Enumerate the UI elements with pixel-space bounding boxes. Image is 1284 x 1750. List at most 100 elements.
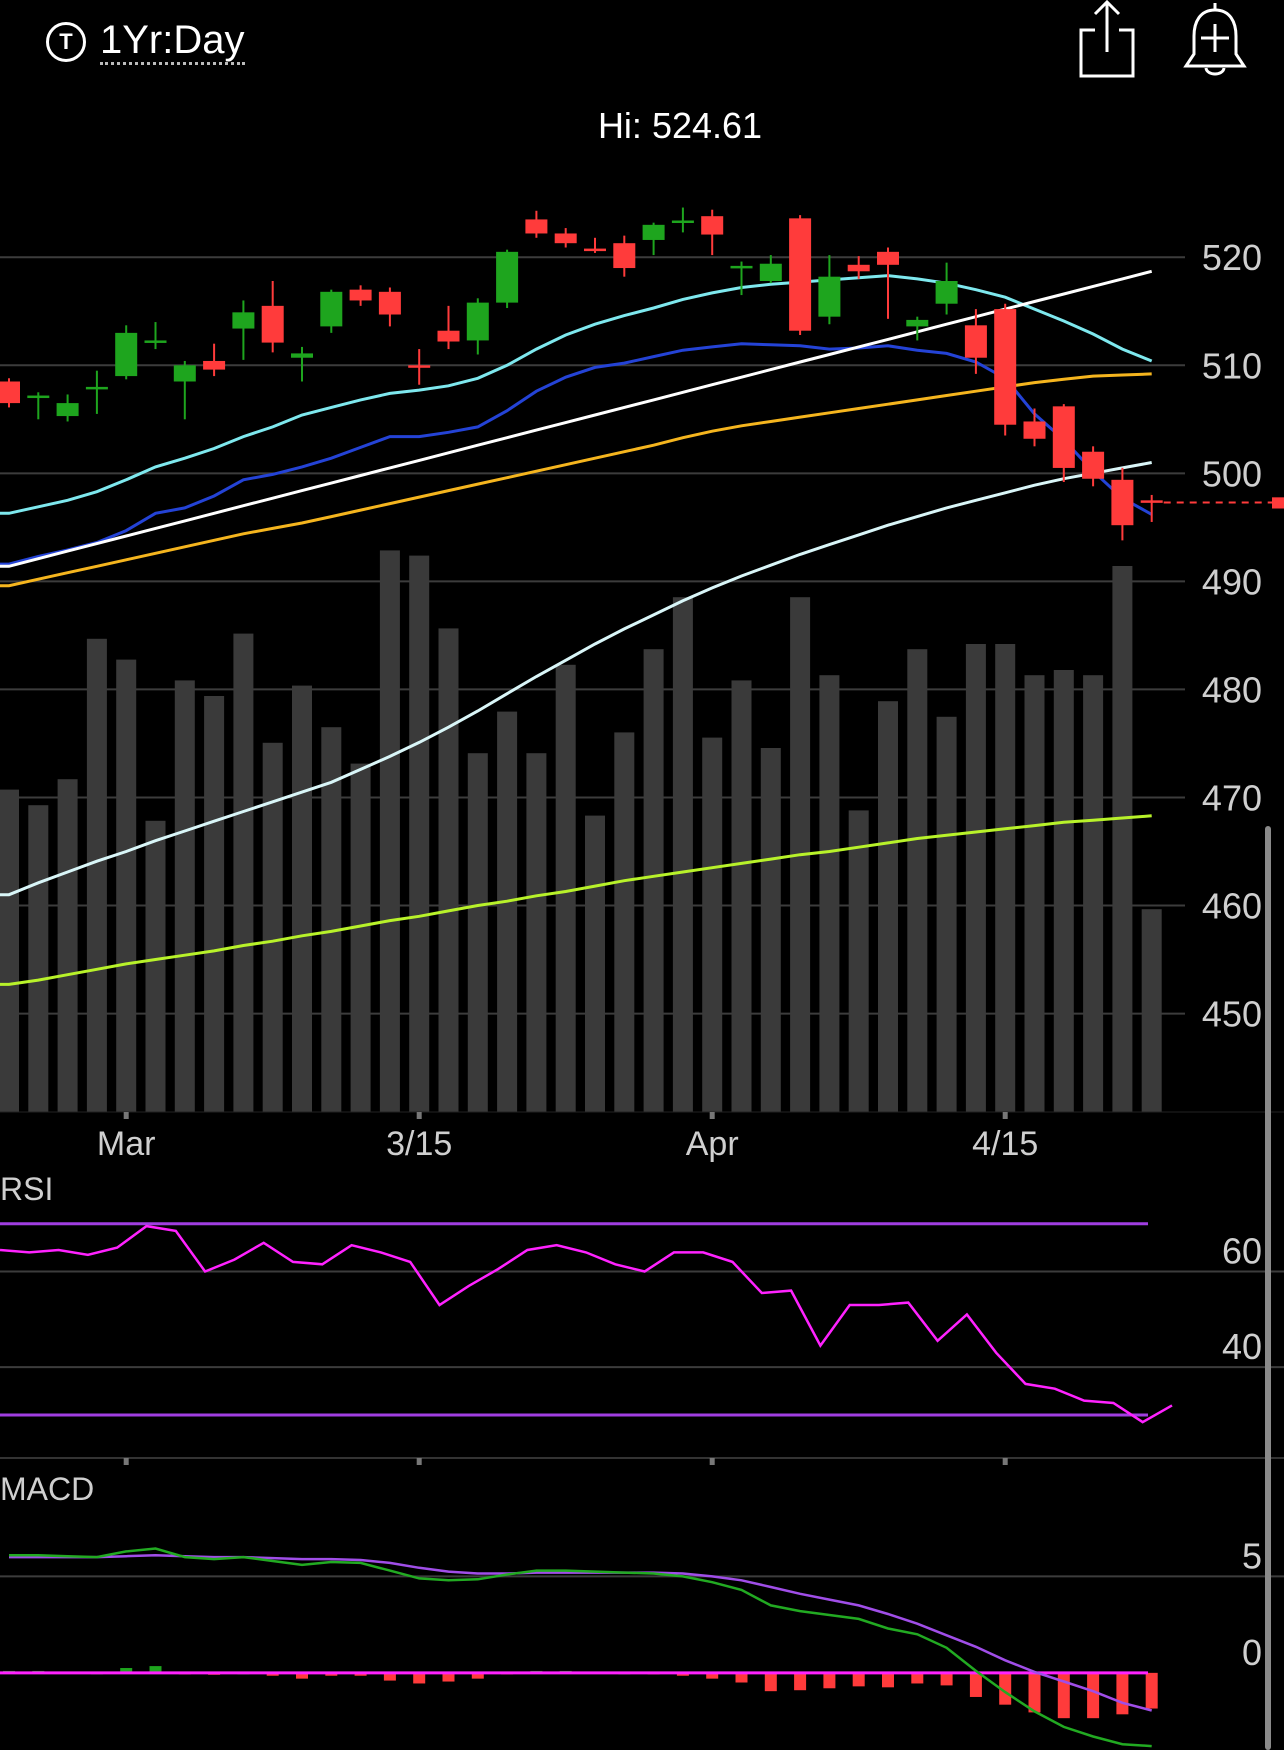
price-tick-label: 470	[1202, 777, 1262, 818]
volume-bar	[1141, 909, 1162, 1112]
candle-body	[408, 365, 431, 368]
candle-body	[906, 319, 929, 327]
candle-body	[232, 312, 255, 329]
macd-histogram-bar	[383, 1672, 396, 1681]
macd-histogram-bar	[1028, 1672, 1041, 1713]
volume-bar	[585, 815, 605, 1112]
volume-bar	[0, 789, 19, 1112]
volume-bar	[174, 680, 195, 1112]
candle-body	[1052, 406, 1075, 468]
candle-body	[1082, 451, 1105, 479]
date-label: 3/15	[386, 1125, 452, 1163]
volume-bar	[438, 628, 459, 1112]
price-tick-label: 480	[1202, 669, 1262, 710]
candle-body	[1111, 479, 1134, 526]
volume-bar	[907, 649, 928, 1112]
candle-body	[261, 305, 284, 343]
volume-bars	[0, 550, 1162, 1112]
candle-body	[554, 233, 577, 244]
macd-tick-label: 0	[1242, 1632, 1262, 1673]
ma-line-cyan	[0, 274, 1153, 515]
price-label-bg	[1185, 557, 1284, 606]
macd-histogram-bar	[296, 1672, 308, 1679]
candle	[877, 247, 899, 319]
volume-bar	[643, 649, 664, 1112]
volume-bar	[233, 633, 254, 1112]
candle	[789, 215, 812, 336]
candle	[525, 210, 548, 238]
volume-bar	[28, 805, 49, 1112]
macd-histogram-bar	[852, 1672, 865, 1687]
price-label-bg	[1185, 773, 1284, 822]
macd-tick-label: 5	[1242, 1535, 1262, 1576]
volume-bar	[292, 685, 312, 1112]
candle	[818, 255, 841, 325]
volume-bar	[497, 711, 518, 1112]
candle	[759, 255, 782, 284]
volume-bar	[878, 701, 898, 1112]
candle	[320, 289, 343, 333]
candle	[203, 343, 226, 377]
volume-bar	[57, 779, 78, 1112]
price-tick-label: 510	[1202, 345, 1262, 386]
vertical-scrollbar[interactable]	[1265, 826, 1271, 1750]
candlesticks	[0, 207, 1284, 541]
volume-bar	[672, 597, 693, 1112]
timeframe-icon: T	[46, 22, 86, 62]
macd-histogram-bar	[413, 1672, 426, 1684]
ma-line-white	[0, 269, 1153, 568]
candle	[349, 285, 372, 306]
candle	[964, 309, 987, 374]
candle	[173, 360, 196, 420]
date-axis: Mar 3/15 Apr 4/15	[0, 1111, 1284, 1163]
candle	[906, 316, 929, 341]
candle-body	[320, 291, 343, 327]
price-tick-label: 460	[1202, 886, 1262, 927]
rsi-tick-label: 40	[1222, 1326, 1262, 1367]
share-button[interactable]	[1075, 0, 1139, 80]
candle	[847, 256, 870, 279]
candle-body	[964, 325, 987, 358]
volume-bar	[614, 732, 635, 1112]
volume-bar	[1083, 675, 1104, 1112]
price-tick-label: 490	[1202, 561, 1262, 602]
ma-line-gold	[0, 372, 1152, 588]
macd-histogram-bar	[442, 1672, 455, 1682]
candle	[1140, 494, 1163, 522]
candle-body	[877, 251, 899, 265]
add-alert-bell-icon	[1183, 3, 1247, 76]
candle-body	[349, 289, 372, 301]
candle	[701, 209, 724, 256]
candle-body	[994, 309, 1017, 425]
macd-title: MACD	[0, 1471, 94, 1507]
volume-bar	[145, 820, 166, 1112]
candle-body	[56, 403, 79, 417]
candle	[935, 262, 958, 315]
date-label: Mar	[97, 1125, 156, 1163]
volume-bar	[731, 680, 752, 1112]
macd-histogram-bar	[1116, 1672, 1129, 1715]
timeframe-selector[interactable]: T 1Yr:Day	[46, 14, 245, 70]
volume-bar	[1112, 566, 1133, 1112]
volume-bar	[321, 727, 342, 1112]
macd-histogram-bar	[911, 1672, 924, 1684]
volume-bar	[350, 763, 371, 1112]
price-tick-label: 520	[1202, 237, 1262, 278]
candle-body	[115, 332, 138, 377]
candle-body	[613, 243, 636, 269]
date-label: Apr	[686, 1125, 739, 1163]
volume-bar	[86, 638, 107, 1112]
add-alert-button[interactable]	[1180, 0, 1250, 80]
macd-histogram-bar	[120, 1668, 133, 1673]
candle	[466, 298, 489, 355]
macd-signal-line	[9, 1553, 1153, 1712]
macd-histogram-bar	[1057, 1672, 1070, 1719]
candle-body	[525, 219, 548, 234]
candle-body	[701, 216, 724, 235]
last-price-marker	[1272, 496, 1284, 509]
price-label-bg	[1185, 665, 1284, 714]
candle-body	[642, 224, 665, 240]
volume-bar	[379, 550, 400, 1112]
candle-body	[789, 218, 812, 331]
